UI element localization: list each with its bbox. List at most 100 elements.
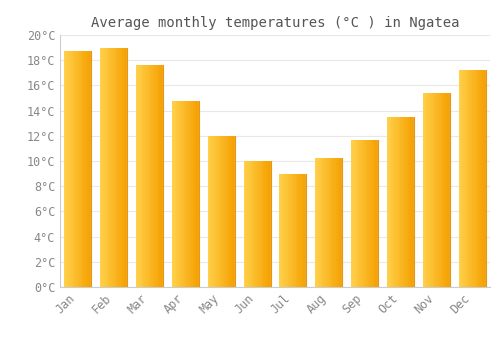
- Bar: [403, 117, 404, 287]
- Bar: [122, 48, 124, 287]
- Bar: [479, 70, 480, 287]
- Bar: [335, 159, 336, 287]
- Bar: [370, 140, 371, 287]
- Bar: [232, 136, 233, 287]
- Bar: [121, 48, 122, 287]
- Bar: [298, 174, 299, 287]
- Bar: [112, 48, 113, 287]
- Bar: [285, 174, 286, 287]
- Bar: [280, 174, 281, 287]
- Bar: [194, 100, 196, 287]
- Bar: [293, 174, 294, 287]
- Bar: [228, 136, 230, 287]
- Bar: [327, 159, 328, 287]
- Bar: [146, 65, 147, 287]
- Bar: [431, 93, 432, 287]
- Bar: [465, 70, 466, 287]
- Bar: [387, 117, 388, 287]
- Bar: [294, 174, 296, 287]
- Bar: [434, 93, 436, 287]
- Bar: [79, 51, 80, 287]
- Bar: [449, 93, 450, 287]
- Bar: [214, 136, 215, 287]
- Bar: [322, 159, 324, 287]
- Bar: [356, 140, 358, 287]
- Bar: [179, 100, 180, 287]
- Bar: [137, 65, 138, 287]
- Bar: [147, 65, 148, 287]
- Bar: [326, 159, 327, 287]
- Bar: [260, 161, 262, 287]
- Bar: [215, 136, 216, 287]
- Bar: [368, 140, 369, 287]
- Bar: [337, 159, 338, 287]
- Bar: [296, 174, 298, 287]
- Bar: [113, 48, 114, 287]
- Bar: [85, 51, 86, 287]
- Bar: [396, 117, 397, 287]
- Bar: [67, 51, 68, 287]
- Bar: [160, 65, 161, 287]
- Bar: [400, 117, 402, 287]
- Bar: [359, 140, 360, 287]
- Bar: [138, 65, 139, 287]
- Bar: [210, 136, 212, 287]
- Bar: [174, 100, 176, 287]
- Bar: [114, 48, 116, 287]
- Bar: [161, 65, 162, 287]
- Bar: [292, 174, 293, 287]
- Bar: [286, 174, 288, 287]
- Bar: [181, 100, 182, 287]
- Bar: [426, 93, 428, 287]
- Bar: [361, 140, 362, 287]
- Bar: [398, 117, 400, 287]
- Bar: [424, 93, 426, 287]
- Bar: [76, 51, 77, 287]
- Bar: [172, 100, 173, 287]
- Bar: [351, 140, 352, 287]
- Bar: [244, 161, 246, 287]
- Bar: [78, 51, 79, 287]
- Bar: [316, 159, 317, 287]
- Bar: [212, 136, 213, 287]
- Bar: [330, 159, 332, 287]
- Bar: [319, 159, 320, 287]
- Bar: [389, 117, 390, 287]
- Bar: [340, 159, 342, 287]
- Bar: [189, 100, 190, 287]
- Bar: [371, 140, 372, 287]
- Bar: [432, 93, 434, 287]
- Bar: [178, 100, 179, 287]
- Bar: [405, 117, 406, 287]
- Bar: [124, 48, 126, 287]
- Bar: [288, 174, 290, 287]
- Bar: [473, 70, 474, 287]
- Bar: [182, 100, 184, 287]
- Bar: [445, 93, 446, 287]
- Bar: [264, 161, 265, 287]
- Bar: [468, 70, 469, 287]
- Bar: [216, 136, 217, 287]
- Bar: [437, 93, 438, 287]
- Bar: [88, 51, 90, 287]
- Bar: [338, 159, 340, 287]
- Bar: [447, 93, 448, 287]
- Bar: [366, 140, 368, 287]
- Bar: [300, 174, 301, 287]
- Bar: [476, 70, 478, 287]
- Bar: [395, 117, 396, 287]
- Bar: [268, 161, 270, 287]
- Bar: [251, 161, 252, 287]
- Bar: [257, 161, 258, 287]
- Bar: [145, 65, 146, 287]
- Bar: [157, 65, 158, 287]
- Bar: [225, 136, 226, 287]
- Bar: [317, 159, 318, 287]
- Bar: [466, 70, 468, 287]
- Bar: [446, 93, 447, 287]
- Bar: [402, 117, 403, 287]
- Bar: [87, 51, 88, 287]
- Bar: [74, 51, 75, 287]
- Bar: [412, 117, 413, 287]
- Bar: [120, 48, 121, 287]
